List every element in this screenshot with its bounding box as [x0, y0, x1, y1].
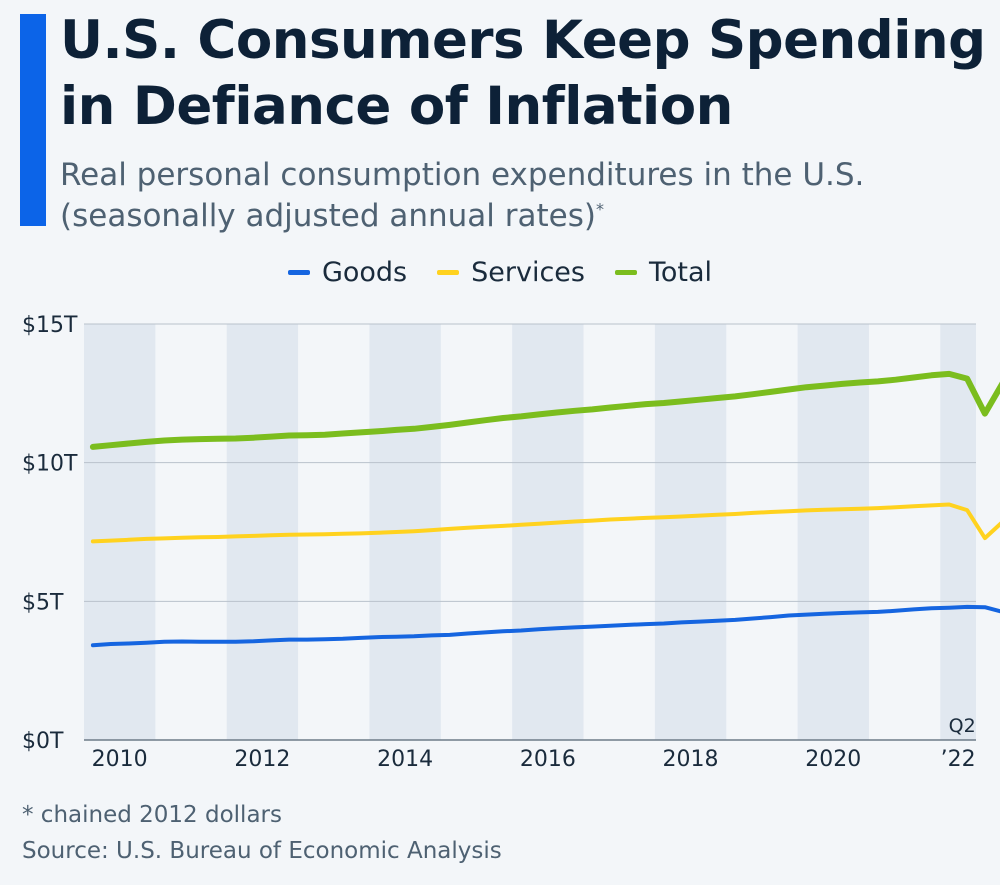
chart-legend: Goods Services Total: [0, 252, 1000, 292]
legend-label-total: Total: [648, 256, 713, 288]
x-tick-label: 2010: [92, 747, 148, 772]
legend-item-services: Services: [437, 257, 585, 288]
chart-subtitle: Real personal consumption expenditures i…: [60, 155, 960, 237]
legend-item-goods: Goods: [287, 256, 408, 288]
legend-swatch-total: [614, 269, 637, 275]
x-tick-label: 2016: [520, 747, 576, 772]
chart-title: U.S. Consumers Keep Spending in Defiance…: [60, 10, 986, 137]
y-tick-label: $0T: [22, 729, 64, 754]
source-note: Source: U.S. Bureau of Economic Analysis: [22, 838, 502, 864]
legend-label-goods: Goods: [321, 256, 408, 288]
accent-bar: [20, 14, 46, 226]
year-band: [84, 324, 156, 740]
x-tick-label: 2014: [377, 747, 433, 772]
gridlines: [84, 323, 976, 741]
year-band: [654, 324, 727, 740]
x-axis-ticks: 2010 2012 2014 2016 2018 2020 ’22 Q2: [92, 715, 976, 772]
year-bands: [84, 324, 976, 740]
series-line-services: [90, 502, 1000, 544]
x-tick-sublabel: Q2: [949, 715, 976, 737]
series-lines: [89, 370, 1000, 648]
footnote: * chained 2012 dollars: [22, 802, 282, 828]
y-tick-label: $15T: [22, 313, 78, 338]
legend-swatch-services: [437, 269, 460, 275]
year-band: [940, 324, 976, 740]
subtitle-text: Real personal consumption expenditures i…: [60, 157, 865, 234]
subtitle-footnote-mark: *: [595, 199, 604, 219]
year-band: [512, 324, 584, 740]
x-tick-label: 2020: [805, 747, 861, 772]
x-tick-label: 2018: [663, 747, 719, 772]
x-tick-label: 2012: [234, 747, 290, 772]
y-axis-ticks: $0T $5T $10T $15T: [22, 313, 78, 754]
legend-label-services: Services: [471, 256, 585, 288]
series-line-total: [89, 370, 1000, 450]
legend-swatch-goods: [287, 269, 310, 275]
y-tick-label: $5T: [22, 590, 64, 615]
series-line-goods: [90, 604, 1000, 648]
year-band: [797, 324, 869, 740]
legend-item-total: Total: [614, 256, 713, 288]
year-band: [226, 324, 299, 740]
x-tick-label: ’22: [941, 747, 976, 772]
y-tick-label: $10T: [22, 452, 78, 477]
